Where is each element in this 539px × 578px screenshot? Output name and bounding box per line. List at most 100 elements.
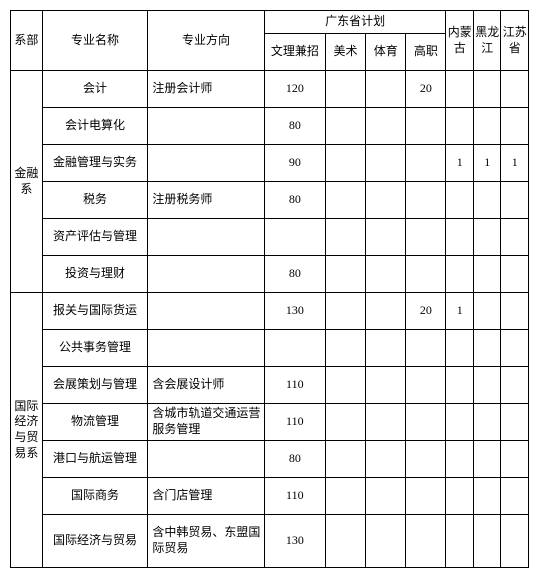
province-cell bbox=[446, 404, 473, 441]
gd-cell bbox=[325, 71, 365, 108]
province-cell bbox=[446, 71, 473, 108]
gd-cell bbox=[366, 441, 406, 478]
gd-cell bbox=[366, 182, 406, 219]
direction-cell bbox=[148, 108, 264, 145]
province-cell bbox=[446, 441, 473, 478]
gd-cell: 110 bbox=[264, 367, 325, 404]
gd-cell: 80 bbox=[264, 256, 325, 293]
gd-cell: 90 bbox=[264, 145, 325, 182]
gd-cell bbox=[325, 293, 365, 330]
major-cell: 国际商务 bbox=[42, 478, 148, 515]
dept-cell: 国际经济与贸易系 bbox=[11, 293, 43, 568]
gd-cell bbox=[325, 108, 365, 145]
province-cell bbox=[501, 71, 529, 108]
header-province-0: 内蒙古 bbox=[446, 11, 473, 71]
gd-cell bbox=[366, 515, 406, 568]
direction-cell: 含城市轨道交通运营服务管理 bbox=[148, 404, 264, 441]
table-header: 系部 专业名称 专业方向 广东省计划 内蒙古 黑龙江 江苏省 文理兼招 美术 体… bbox=[11, 11, 529, 71]
gd-cell: 130 bbox=[264, 515, 325, 568]
table-row: 国际经济与贸易含中韩贸易、东盟国际贸易130 bbox=[11, 515, 529, 568]
province-cell bbox=[501, 256, 529, 293]
header-province-1: 黑龙江 bbox=[473, 11, 500, 71]
gd-cell: 80 bbox=[264, 108, 325, 145]
gd-cell bbox=[325, 404, 365, 441]
header-gd-sub-2: 体育 bbox=[366, 34, 406, 71]
gd-cell bbox=[366, 293, 406, 330]
province-cell bbox=[473, 256, 500, 293]
major-cell: 报关与国际货运 bbox=[42, 293, 148, 330]
table-row: 公共事务管理 bbox=[11, 330, 529, 367]
gd-cell: 80 bbox=[264, 182, 325, 219]
direction-cell bbox=[148, 145, 264, 182]
major-cell: 港口与航运管理 bbox=[42, 441, 148, 478]
province-cell bbox=[446, 367, 473, 404]
major-cell: 金融管理与实务 bbox=[42, 145, 148, 182]
province-cell bbox=[473, 478, 500, 515]
province-cell bbox=[446, 478, 473, 515]
direction-cell: 含门店管理 bbox=[148, 478, 264, 515]
header-province-2: 江苏省 bbox=[501, 11, 529, 71]
gd-cell bbox=[406, 441, 446, 478]
province-cell bbox=[473, 367, 500, 404]
gd-cell bbox=[325, 256, 365, 293]
gd-cell bbox=[366, 367, 406, 404]
header-dept: 系部 bbox=[11, 11, 43, 71]
major-cell: 会计电算化 bbox=[42, 108, 148, 145]
province-cell bbox=[446, 330, 473, 367]
province-cell bbox=[473, 515, 500, 568]
province-cell bbox=[446, 256, 473, 293]
table-row: 资产评估与管理 bbox=[11, 219, 529, 256]
gd-cell bbox=[264, 330, 325, 367]
province-cell bbox=[473, 293, 500, 330]
gd-cell: 110 bbox=[264, 478, 325, 515]
direction-cell bbox=[148, 219, 264, 256]
gd-cell bbox=[366, 108, 406, 145]
province-cell bbox=[473, 441, 500, 478]
major-cell: 投资与理财 bbox=[42, 256, 148, 293]
major-cell: 会计 bbox=[42, 71, 148, 108]
direction-cell bbox=[148, 256, 264, 293]
province-cell bbox=[501, 293, 529, 330]
province-cell bbox=[473, 108, 500, 145]
gd-cell bbox=[325, 515, 365, 568]
major-cell: 会展策划与管理 bbox=[42, 367, 148, 404]
header-direction: 专业方向 bbox=[148, 11, 264, 71]
gd-cell: 20 bbox=[406, 71, 446, 108]
gd-cell bbox=[325, 219, 365, 256]
gd-cell: 120 bbox=[264, 71, 325, 108]
table-row: 物流管理含城市轨道交通运营服务管理110 bbox=[11, 404, 529, 441]
gd-cell bbox=[406, 219, 446, 256]
table-row: 会计电算化 80 bbox=[11, 108, 529, 145]
province-cell bbox=[473, 71, 500, 108]
gd-cell: 80 bbox=[264, 441, 325, 478]
province-cell bbox=[446, 108, 473, 145]
gd-cell bbox=[406, 515, 446, 568]
province-cell bbox=[501, 219, 529, 256]
table-body: 金融系会计注册会计师12020会计电算化80金融管理与实务90111税务注册税务… bbox=[11, 71, 529, 568]
major-cell: 税务 bbox=[42, 182, 148, 219]
major-cell: 资产评估与管理 bbox=[42, 219, 148, 256]
gd-cell bbox=[406, 367, 446, 404]
gd-cell bbox=[325, 441, 365, 478]
province-cell: 1 bbox=[446, 293, 473, 330]
header-gd-sub-3: 高职 bbox=[406, 34, 446, 71]
gd-cell bbox=[366, 71, 406, 108]
province-cell bbox=[501, 478, 529, 515]
gd-cell: 130 bbox=[264, 293, 325, 330]
province-cell bbox=[501, 108, 529, 145]
enrollment-plan-table: 系部 专业名称 专业方向 广东省计划 内蒙古 黑龙江 江苏省 文理兼招 美术 体… bbox=[10, 10, 529, 568]
header-major: 专业名称 bbox=[42, 11, 148, 71]
direction-cell: 含会展设计师 bbox=[148, 367, 264, 404]
gd-cell bbox=[366, 478, 406, 515]
province-cell bbox=[473, 182, 500, 219]
gd-cell bbox=[406, 256, 446, 293]
header-gd-sub-0: 文理兼招 bbox=[264, 34, 325, 71]
table-row: 国际经济与贸易系报关与国际货运130201 bbox=[11, 293, 529, 330]
table-row: 金融系会计注册会计师12020 bbox=[11, 71, 529, 108]
gd-cell bbox=[325, 478, 365, 515]
direction-cell: 注册税务师 bbox=[148, 182, 264, 219]
gd-cell bbox=[406, 404, 446, 441]
province-cell: 1 bbox=[473, 145, 500, 182]
province-cell bbox=[501, 367, 529, 404]
table-row: 投资与理财 80 bbox=[11, 256, 529, 293]
